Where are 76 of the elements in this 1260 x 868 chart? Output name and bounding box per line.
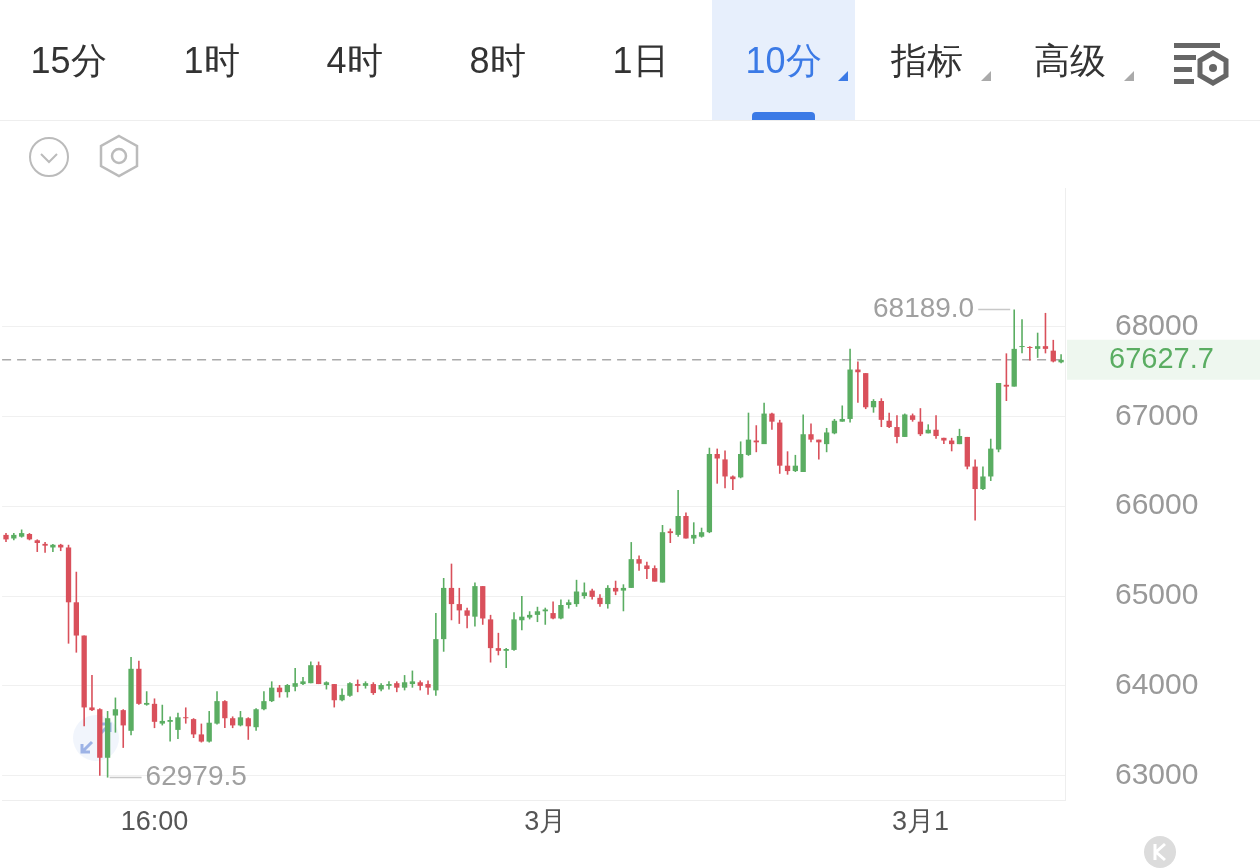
candlestick — [738, 440, 744, 480]
candlestick — [269, 680, 275, 703]
candlestick — [331, 683, 337, 709]
candlestick — [605, 584, 611, 610]
y-tick-label: 65000 — [1115, 577, 1199, 611]
candlestick — [34, 538, 40, 553]
candlestick — [894, 414, 900, 445]
text: 1日 — [611, 39, 670, 83]
candlestick — [206, 710, 212, 744]
candlestick — [675, 489, 681, 538]
candlestick — [745, 411, 752, 457]
candlestick — [917, 407, 924, 437]
candlestick — [386, 680, 392, 691]
candlestick — [120, 708, 126, 749]
y-tick-label: 67000 — [1115, 397, 1199, 431]
x-tick-label: 3月 — [524, 805, 567, 836]
annotation: 68189.0 — [872, 292, 975, 324]
candlestick — [878, 397, 884, 428]
candlestick — [558, 598, 564, 621]
candlestick — [550, 600, 556, 621]
candlestick — [183, 706, 189, 725]
text: 15分 — [29, 39, 108, 83]
candlestick — [808, 422, 814, 444]
candlestick — [1003, 352, 1010, 402]
y-tick-label: 68000 — [1115, 307, 1199, 341]
candlestick — [1019, 318, 1025, 355]
candlestick — [253, 707, 259, 732]
candlestick — [1058, 353, 1064, 365]
candlestick — [448, 562, 455, 622]
candlestick — [972, 458, 978, 522]
ref-line-label: 67627.7 — [1109, 341, 1214, 374]
candlestick — [261, 690, 267, 711]
candlestick — [175, 712, 181, 740]
text: 8时 — [468, 39, 527, 83]
candlestick — [89, 674, 95, 712]
candlestick — [683, 511, 689, 540]
candlestick — [245, 716, 251, 741]
candlestick — [464, 606, 470, 630]
y-tick-label: 66000 — [1115, 487, 1199, 521]
y-tick-label: 64000 — [1115, 667, 1199, 701]
candlestick — [823, 427, 830, 454]
candlestick — [151, 697, 158, 729]
candlestick — [1042, 312, 1049, 355]
candlestick — [42, 541, 48, 554]
text: 指标 — [889, 39, 964, 83]
x-tick-label: 3月1 — [891, 805, 949, 836]
candlestick — [167, 715, 173, 743]
candlestick — [730, 474, 736, 491]
y-tick-label: 63000 — [1115, 757, 1199, 790]
candlestick — [933, 414, 939, 440]
text: 1时 — [182, 39, 241, 83]
candlestick — [112, 696, 119, 734]
candlestick — [292, 667, 298, 693]
candlestick — [714, 447, 720, 485]
candlestick — [644, 561, 650, 580]
text: 高级 — [1032, 39, 1107, 83]
x-tick-label: 16:00 — [120, 805, 189, 836]
candlestick — [503, 647, 509, 669]
candlestick — [1027, 345, 1033, 362]
candlestick — [542, 606, 548, 626]
candlestick — [456, 587, 462, 625]
candlestick — [1034, 331, 1041, 359]
candlestick — [425, 679, 431, 696]
candlestick — [495, 632, 502, 657]
candlestick — [159, 703, 165, 727]
candlestick — [190, 717, 197, 739]
annotation: 62979.5 — [145, 760, 247, 792]
candlestick — [980, 465, 986, 491]
candlestick — [839, 404, 845, 423]
candlestick — [222, 699, 228, 729]
text: 4时 — [325, 39, 384, 83]
candlestick — [573, 579, 580, 608]
candlestick — [620, 583, 627, 613]
candlestick — [722, 449, 728, 489]
text: 10分 — [744, 39, 823, 83]
candlestick — [214, 690, 220, 726]
